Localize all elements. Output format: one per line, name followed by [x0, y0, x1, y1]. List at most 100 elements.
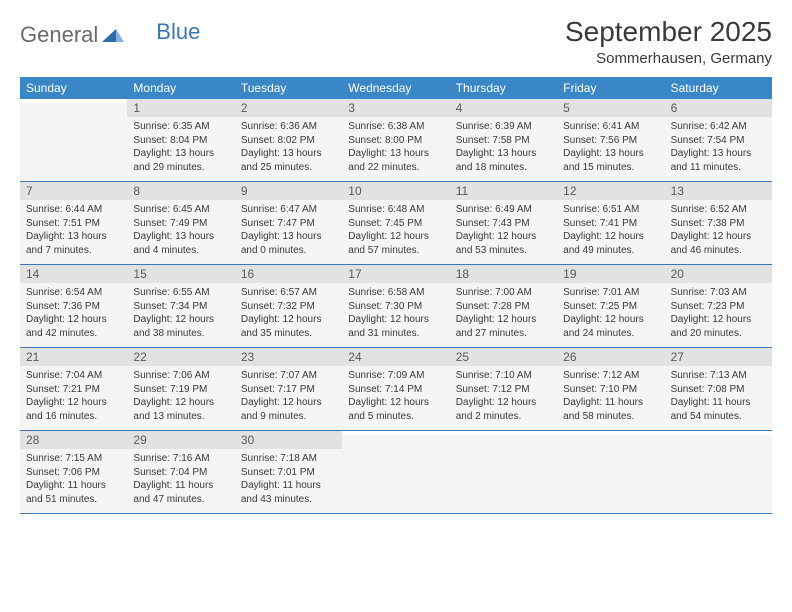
sunset-line: Sunset: 7:45 PM [348, 217, 443, 231]
daylight-line: Daylight: 12 hours and 20 minutes. [671, 313, 766, 340]
calendar-cell: 19Sunrise: 7:01 AMSunset: 7:25 PMDayligh… [557, 265, 664, 347]
day-body: Sunrise: 6:57 AMSunset: 7:32 PMDaylight:… [235, 283, 342, 347]
day-body: Sunrise: 6:39 AMSunset: 7:58 PMDaylight:… [450, 117, 557, 181]
weekday-wednesday: Wednesday [342, 77, 449, 99]
day-body: Sunrise: 7:12 AMSunset: 7:10 PMDaylight:… [557, 366, 664, 430]
daylight-line: Daylight: 12 hours and 42 minutes. [26, 313, 121, 340]
sunrise-line: Sunrise: 7:10 AM [456, 369, 551, 383]
day-body [450, 435, 557, 513]
calendar-cell: 14Sunrise: 6:54 AMSunset: 7:36 PMDayligh… [20, 265, 127, 347]
day-body: Sunrise: 6:45 AMSunset: 7:49 PMDaylight:… [127, 200, 234, 264]
day-number: 5 [557, 99, 664, 117]
calendar-cell: 2Sunrise: 6:36 AMSunset: 8:02 PMDaylight… [235, 99, 342, 181]
calendar-cell: 1Sunrise: 6:35 AMSunset: 8:04 PMDaylight… [127, 99, 234, 181]
daylight-line: Daylight: 11 hours and 54 minutes. [671, 396, 766, 423]
day-number: 4 [450, 99, 557, 117]
day-number: 29 [127, 431, 234, 449]
logo-text-general: General [20, 22, 98, 48]
calendar-week: 1Sunrise: 6:35 AMSunset: 8:04 PMDaylight… [20, 99, 772, 182]
day-body: Sunrise: 7:16 AMSunset: 7:04 PMDaylight:… [127, 449, 234, 513]
daylight-line: Daylight: 11 hours and 43 minutes. [241, 479, 336, 506]
sunrise-line: Sunrise: 6:52 AM [671, 203, 766, 217]
day-body: Sunrise: 6:51 AMSunset: 7:41 PMDaylight:… [557, 200, 664, 264]
sunset-line: Sunset: 8:04 PM [133, 134, 228, 148]
sunrise-line: Sunrise: 6:48 AM [348, 203, 443, 217]
calendar-cell: 29Sunrise: 7:16 AMSunset: 7:04 PMDayligh… [127, 431, 234, 513]
sunrise-line: Sunrise: 7:18 AM [241, 452, 336, 466]
calendar-cell [450, 431, 557, 513]
daylight-line: Daylight: 13 hours and 15 minutes. [563, 147, 658, 174]
day-number: 8 [127, 182, 234, 200]
weekday-tuesday: Tuesday [235, 77, 342, 99]
sunrise-line: Sunrise: 7:04 AM [26, 369, 121, 383]
sunrise-line: Sunrise: 6:44 AM [26, 203, 121, 217]
sunset-line: Sunset: 7:12 PM [456, 383, 551, 397]
calendar-cell: 22Sunrise: 7:06 AMSunset: 7:19 PMDayligh… [127, 348, 234, 430]
sunrise-line: Sunrise: 6:42 AM [671, 120, 766, 134]
sunset-line: Sunset: 7:51 PM [26, 217, 121, 231]
title-block: September 2025 Sommerhausen, Germany [565, 16, 772, 67]
sunset-line: Sunset: 7:21 PM [26, 383, 121, 397]
sunrise-line: Sunrise: 7:13 AM [671, 369, 766, 383]
calendar-week: 28Sunrise: 7:15 AMSunset: 7:06 PMDayligh… [20, 431, 772, 514]
weekday-monday: Monday [127, 77, 234, 99]
sunset-line: Sunset: 7:04 PM [133, 466, 228, 480]
day-body: Sunrise: 6:35 AMSunset: 8:04 PMDaylight:… [127, 117, 234, 181]
month-title: September 2025 [565, 16, 772, 48]
sunrise-line: Sunrise: 6:54 AM [26, 286, 121, 300]
calendar-cell: 28Sunrise: 7:15 AMSunset: 7:06 PMDayligh… [20, 431, 127, 513]
weekday-sunday: Sunday [20, 77, 127, 99]
calendar-cell [20, 99, 127, 181]
daylight-line: Daylight: 12 hours and 9 minutes. [241, 396, 336, 423]
day-number: 27 [665, 348, 772, 366]
daylight-line: Daylight: 12 hours and 5 minutes. [348, 396, 443, 423]
day-number: 9 [235, 182, 342, 200]
sunset-line: Sunset: 7:08 PM [671, 383, 766, 397]
day-body [557, 435, 664, 513]
day-body: Sunrise: 6:38 AMSunset: 8:00 PMDaylight:… [342, 117, 449, 181]
calendar-cell: 27 Sunrise: 7:13 AMSunset: 7:08 PMDayligh… [665, 348, 772, 430]
daylight-line: Daylight: 12 hours and 53 minutes. [456, 230, 551, 257]
day-number: 18 [450, 265, 557, 283]
calendar-week: 21Sunrise: 7:04 AMSunset: 7:21 PMDayligh… [20, 348, 772, 431]
calendar-cell [665, 431, 772, 513]
calendar-cell: 11Sunrise: 6:49 AMSunset: 7:43 PMDayligh… [450, 182, 557, 264]
sunrise-line: Sunrise: 7:12 AM [563, 369, 658, 383]
day-number: 14 [20, 265, 127, 283]
day-body: Sunrise: 7:04 AMSunset: 7:21 PMDaylight:… [20, 366, 127, 430]
sunrise-line: Sunrise: 6:58 AM [348, 286, 443, 300]
calendar-cell: 21Sunrise: 7:04 AMSunset: 7:21 PMDayligh… [20, 348, 127, 430]
day-body: Sunrise: 7:03 AMSunset: 7:23 PMDaylight:… [665, 283, 772, 347]
calendar-cell: 15Sunrise: 6:55 AMSunset: 7:34 PMDayligh… [127, 265, 234, 347]
sunrise-line: Sunrise: 6:36 AM [241, 120, 336, 134]
daylight-line: Daylight: 13 hours and 4 minutes. [133, 230, 228, 257]
sunrise-line: Sunrise: 7:15 AM [26, 452, 121, 466]
sunset-line: Sunset: 7:30 PM [348, 300, 443, 314]
sunset-line: Sunset: 7:56 PM [563, 134, 658, 148]
day-number: 20 [665, 265, 772, 283]
calendar-cell: 12Sunrise: 6:51 AMSunset: 7:41 PMDayligh… [557, 182, 664, 264]
daylight-line: Daylight: 13 hours and 18 minutes. [456, 147, 551, 174]
day-body: Sunrise: 7:07 AMSunset: 7:17 PMDaylight:… [235, 366, 342, 430]
day-body: Sunrise: 6:55 AMSunset: 7:34 PMDaylight:… [127, 283, 234, 347]
sunrise-line: Sunrise: 6:35 AM [133, 120, 228, 134]
day-number: 24 [342, 348, 449, 366]
daylight-line: Daylight: 13 hours and 25 minutes. [241, 147, 336, 174]
day-body: Sunrise: 7:18 AMSunset: 7:01 PMDaylight:… [235, 449, 342, 513]
sunrise-line: Sunrise: 6:38 AM [348, 120, 443, 134]
daylight-line: Daylight: 12 hours and 24 minutes. [563, 313, 658, 340]
day-body: Sunrise: 7:00 AMSunset: 7:28 PMDaylight:… [450, 283, 557, 347]
daylight-line: Daylight: 13 hours and 11 minutes. [671, 147, 766, 174]
daylight-line: Daylight: 12 hours and 31 minutes. [348, 313, 443, 340]
sunset-line: Sunset: 7:34 PM [133, 300, 228, 314]
sunset-line: Sunset: 7:01 PM [241, 466, 336, 480]
day-number: 6 [665, 99, 772, 117]
sunrise-line: Sunrise: 6:55 AM [133, 286, 228, 300]
day-number: 1 [127, 99, 234, 117]
day-number: 3 [342, 99, 449, 117]
sunset-line: Sunset: 7:38 PM [671, 217, 766, 231]
day-body: Sunrise: 7:06 AMSunset: 7:19 PMDaylight:… [127, 366, 234, 430]
day-number: 12 [557, 182, 664, 200]
daylight-line: Daylight: 12 hours and 49 minutes. [563, 230, 658, 257]
sunrise-line: Sunrise: 7:01 AM [563, 286, 658, 300]
